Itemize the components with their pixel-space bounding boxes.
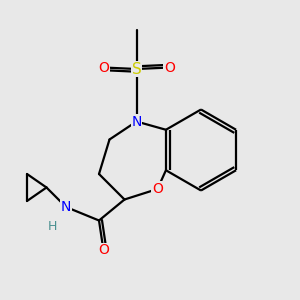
Text: H: H: [48, 220, 57, 233]
Text: O: O: [164, 61, 175, 74]
Text: S: S: [132, 61, 141, 76]
Text: O: O: [152, 182, 163, 196]
Text: O: O: [98, 61, 109, 74]
Text: O: O: [98, 244, 109, 257]
Text: N: N: [61, 200, 71, 214]
Text: N: N: [131, 115, 142, 128]
